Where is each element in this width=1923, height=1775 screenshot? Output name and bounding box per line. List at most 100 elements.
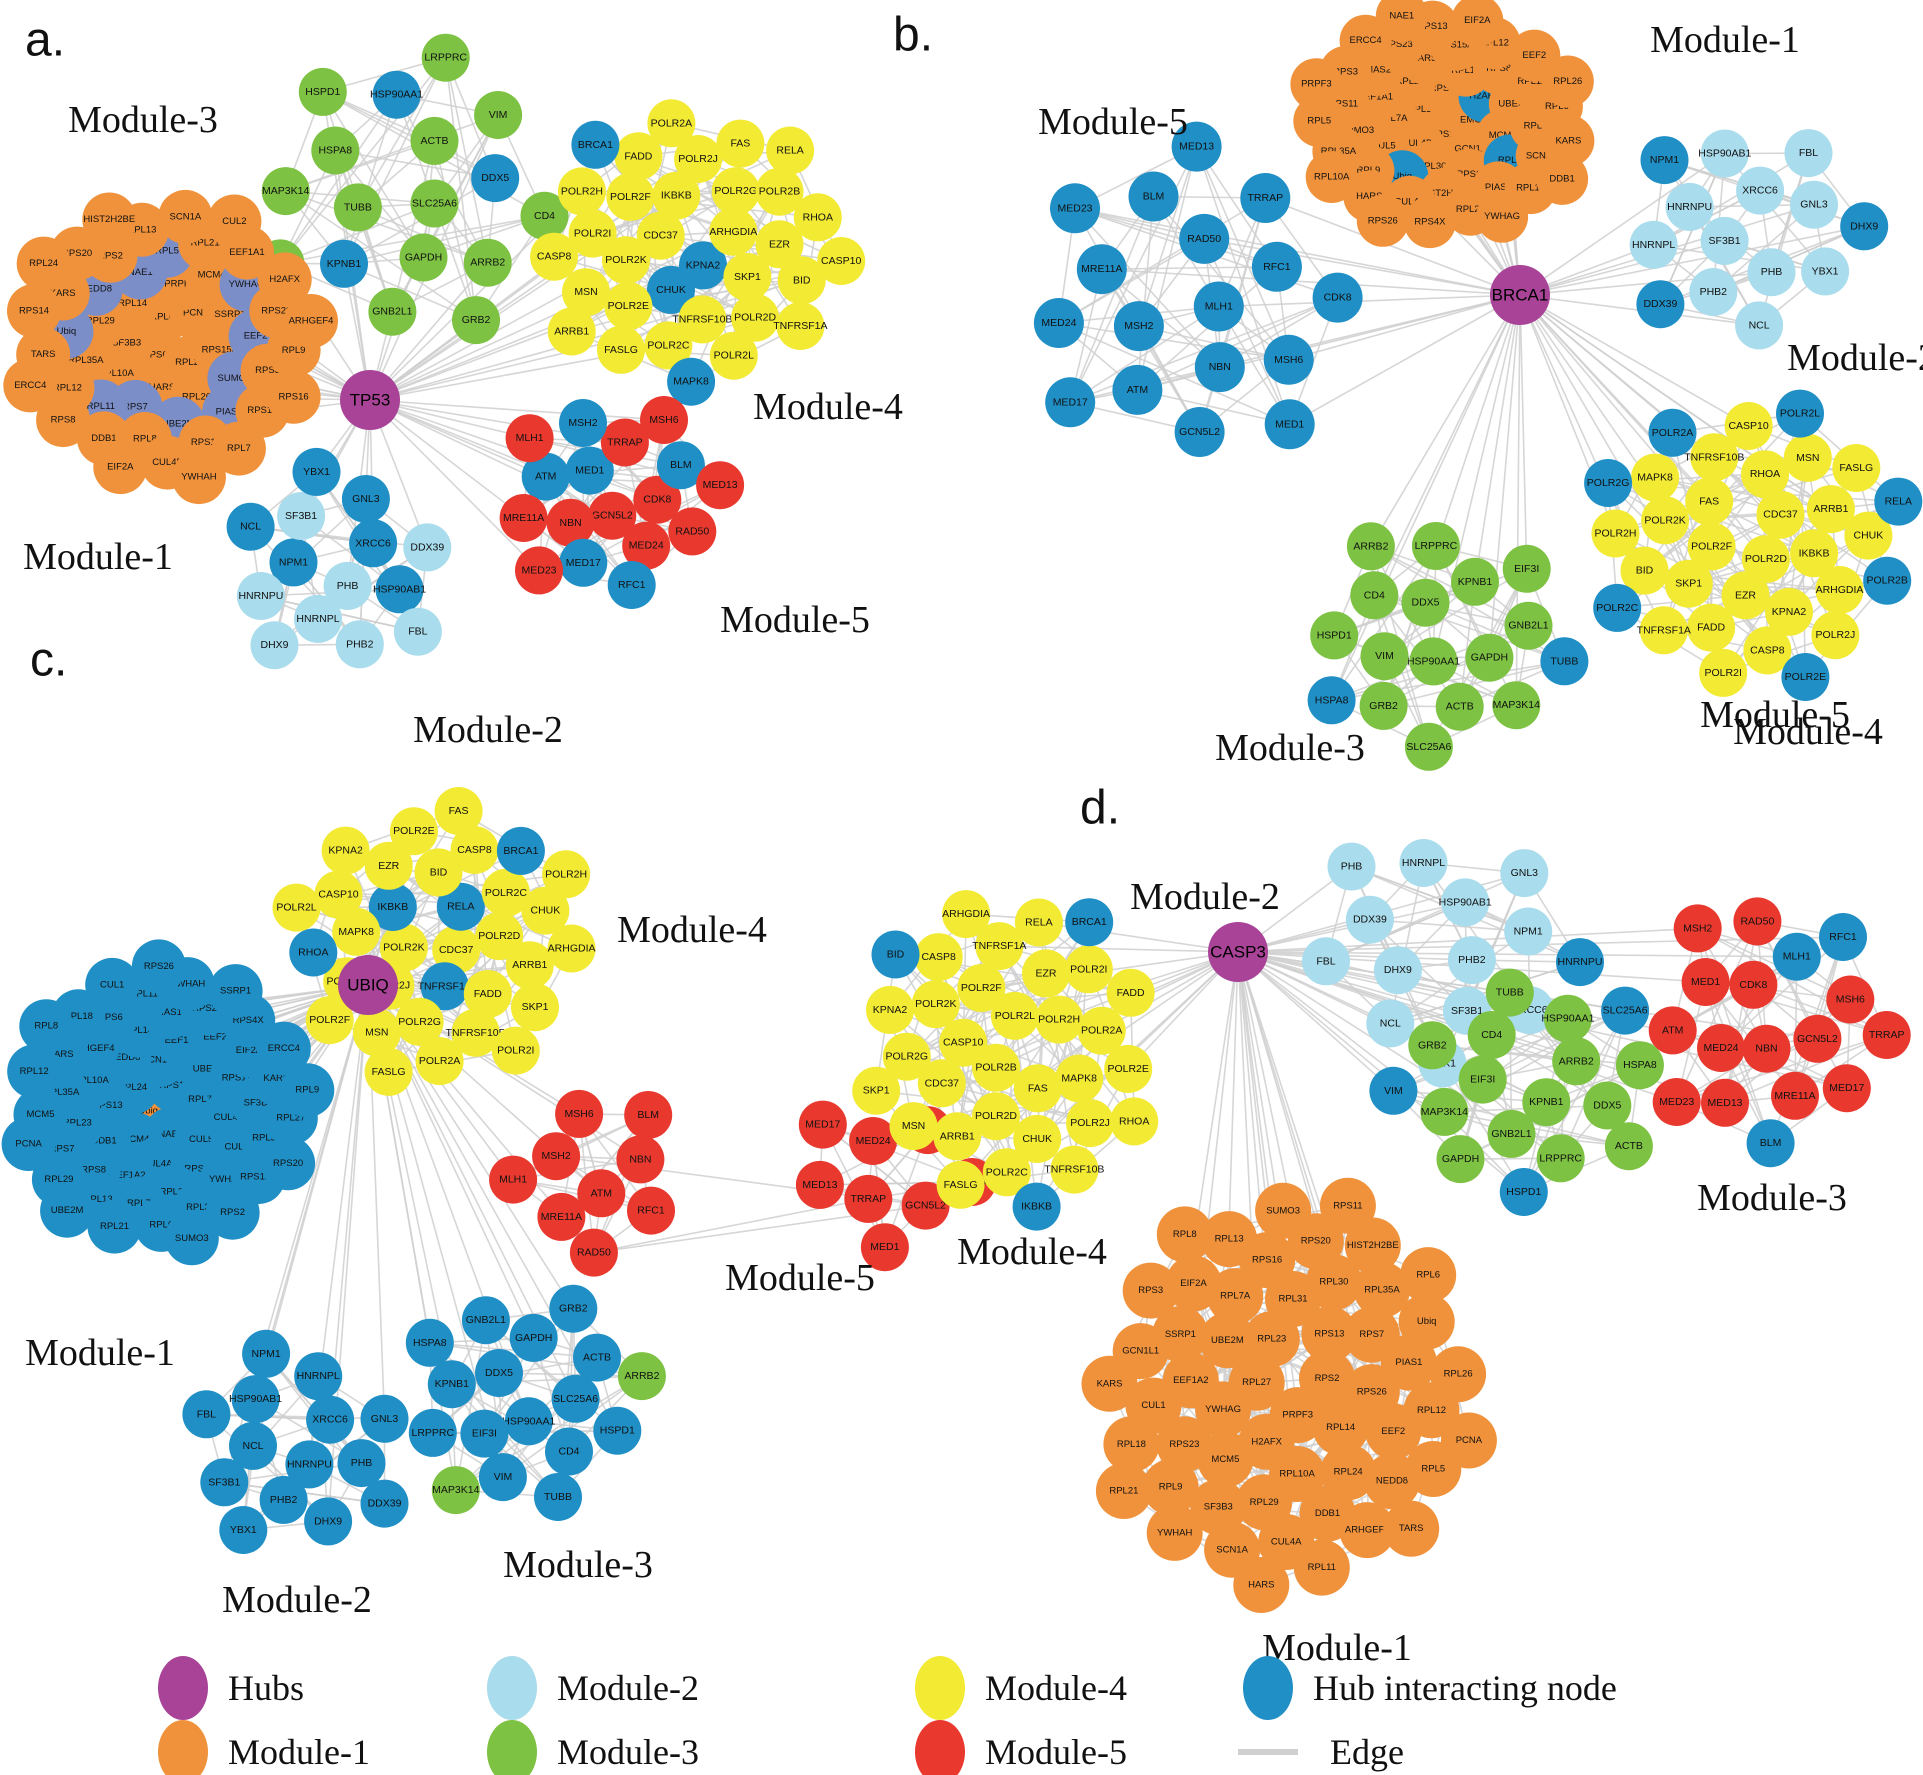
edge <box>1652 152 1810 246</box>
node-circle <box>936 1160 985 1209</box>
node-KPNA2: KPNA2 <box>321 826 370 875</box>
edge <box>1058 322 1290 361</box>
node-circle <box>549 1284 598 1333</box>
node-circle <box>379 923 428 972</box>
node-MSH6: MSH6 <box>555 1089 604 1138</box>
node-circle <box>395 997 444 1046</box>
node-circle <box>231 1375 280 1424</box>
node-circle <box>1492 681 1541 730</box>
node-PCNA: PCNA <box>1 1117 56 1171</box>
node-circle <box>1263 334 1314 385</box>
module-label: Module-1 <box>23 536 173 578</box>
node-circle <box>1050 183 1100 234</box>
node-circle <box>93 440 148 495</box>
node-HNRNPL: HNRNPL <box>1399 839 1448 887</box>
node-EIF2A: EIF2A <box>93 440 148 495</box>
node-HSPD1: HSPD1 <box>1499 1168 1548 1216</box>
node-HARS: HARS <box>1233 1557 1290 1613</box>
node-YBX1: YBX1 <box>292 447 341 496</box>
node-circle <box>1106 968 1155 1017</box>
node-NCL: NCL <box>1366 999 1415 1048</box>
node-circle <box>1665 182 1714 231</box>
node-TUBB: TUBB <box>1485 968 1534 1017</box>
node-circle <box>617 1352 666 1401</box>
edge <box>1519 240 1726 296</box>
node-circle <box>1756 490 1805 539</box>
node-circle <box>1293 1539 1350 1596</box>
node-circle <box>1110 1097 1159 1146</box>
node-circle <box>481 868 530 917</box>
node-circle <box>1383 1500 1440 1557</box>
node-circle <box>1641 496 1690 545</box>
node-circle <box>1733 897 1782 946</box>
edge <box>279 202 436 265</box>
node-GCN5L2: GCN5L2 <box>1174 407 1225 457</box>
node-HSP90AB1: HSP90AB1 <box>1439 878 1492 927</box>
edge <box>1519 294 1528 570</box>
node-circle <box>1035 995 1084 1044</box>
node-circle <box>1299 1350 1355 1407</box>
edge <box>1675 920 1759 1103</box>
node-circle <box>1729 960 1778 1009</box>
node-circle <box>1327 842 1376 891</box>
node-RPL21: RPL21 <box>87 1199 142 1254</box>
node-circle <box>368 287 417 336</box>
node-RPS4X: RPS4X <box>1403 196 1456 249</box>
legend-item-edge: Edge <box>1238 1732 1404 1772</box>
node-MED17: MED17 <box>798 1100 847 1149</box>
node-circle <box>1687 522 1736 571</box>
node-circle <box>306 1395 355 1444</box>
node-circle <box>257 252 312 307</box>
node-circle <box>40 1183 95 1238</box>
node-circle <box>607 561 656 609</box>
node-MRE11A: MRE11A <box>1771 1071 1819 1120</box>
node-circle <box>882 1032 931 1081</box>
node-BRCA1: BRCA1 <box>1065 898 1114 947</box>
module-label: Module-4 <box>617 909 767 951</box>
node-ARHGDIA: ARHGDIA <box>1815 566 1864 614</box>
node-circle <box>182 1390 231 1439</box>
node-POLR2A: POLR2A <box>647 99 696 148</box>
edge <box>1383 567 1528 658</box>
node-circle <box>568 209 617 258</box>
legend-swatch <box>158 1656 208 1720</box>
node-circle <box>647 265 695 314</box>
node-circle <box>709 207 758 256</box>
node-circle <box>1593 583 1642 632</box>
node-FBL: FBL <box>182 1390 231 1439</box>
edge <box>1136 296 1339 391</box>
node-circle <box>633 475 682 524</box>
node-circle <box>711 167 760 216</box>
node-MAP3K14: MAP3K14 <box>1492 681 1541 730</box>
node-POLR2E: POLR2E <box>1104 1044 1153 1093</box>
node-CASP10: CASP10 <box>817 237 866 285</box>
node-POLR2G: POLR2G <box>1584 459 1633 507</box>
edge <box>1237 951 1511 994</box>
legend-item-module-2: Module-2 <box>487 1656 699 1720</box>
node-circle <box>427 1360 476 1409</box>
node-GNB2L1: GNB2L1 <box>461 1296 510 1345</box>
node-circle <box>434 787 483 835</box>
node-circle <box>323 561 372 610</box>
node-POLR2C: POLR2C <box>1593 583 1642 632</box>
edge <box>1519 225 1865 296</box>
node-circle <box>280 1063 335 1118</box>
node-circle <box>1604 1122 1653 1171</box>
node-circle <box>504 1397 553 1446</box>
node-circle <box>1307 676 1356 725</box>
node-PHB: PHB <box>1327 842 1376 891</box>
edge <box>454 1319 487 1491</box>
node-circle <box>375 565 424 614</box>
node-MED23: MED23 <box>1050 183 1100 234</box>
node-KARS: KARS <box>1081 1355 1138 1412</box>
module-label: Module-3 <box>503 1544 653 1586</box>
node-circle <box>1373 946 1422 995</box>
edge <box>403 873 567 949</box>
node-circle <box>1743 626 1792 675</box>
node-RPL26: RPL26 <box>1541 55 1594 108</box>
node-circle <box>509 1313 558 1362</box>
node-circle <box>569 1228 618 1277</box>
node-HNRNPU: HNRNPU <box>1556 938 1604 987</box>
node-circle <box>1783 433 1832 482</box>
node-circle <box>393 607 442 656</box>
